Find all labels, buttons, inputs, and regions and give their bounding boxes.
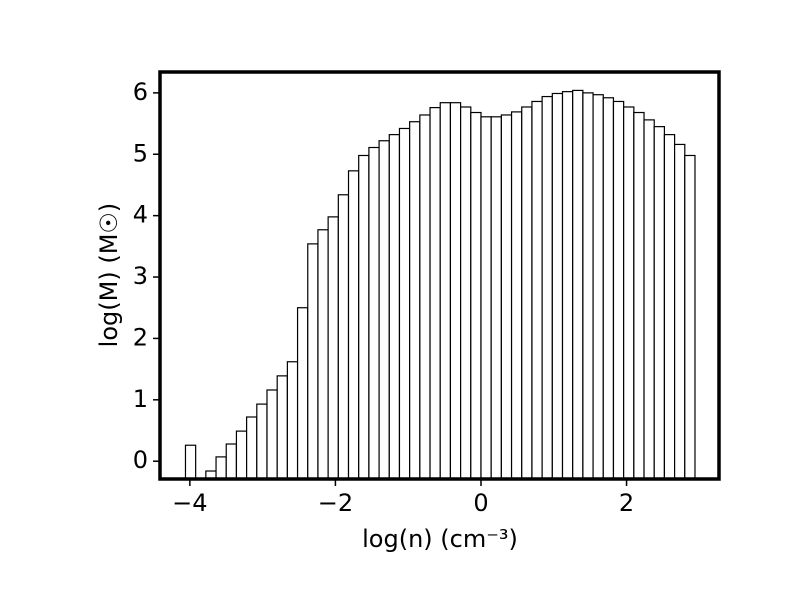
- bar: [490, 116, 502, 480]
- x-tick-label: −4: [172, 489, 207, 517]
- y-tick-label: 1: [133, 385, 148, 413]
- bar: [572, 89, 584, 480]
- bar: [215, 456, 227, 480]
- bar: [674, 143, 686, 480]
- bar: [684, 154, 696, 480]
- bar: [225, 443, 238, 480]
- bar: [633, 111, 645, 480]
- bar: [592, 94, 604, 480]
- bar: [368, 146, 380, 480]
- bar: [643, 119, 655, 480]
- y-tick-label: 4: [133, 201, 148, 229]
- bar: [256, 403, 268, 480]
- y-tick-label: 6: [133, 78, 148, 106]
- bar: [460, 106, 472, 480]
- x-tick-label: −2: [318, 489, 353, 517]
- y-tick-label: 5: [133, 139, 148, 167]
- bar: [439, 102, 452, 480]
- bar: [521, 106, 533, 480]
- bar: [541, 95, 553, 480]
- bar: [347, 170, 360, 480]
- x-tick-label: 2: [619, 489, 634, 517]
- bar: [561, 91, 574, 480]
- bar: [510, 111, 523, 480]
- bar: [602, 97, 615, 480]
- bar: [337, 194, 350, 480]
- bar: [184, 444, 197, 480]
- y-tick-label: 0: [133, 446, 148, 474]
- bar: [246, 416, 258, 480]
- y-tick-label: 3: [133, 262, 148, 290]
- y-axis-label: log(M) (M☉): [95, 203, 123, 348]
- bar: [663, 134, 676, 480]
- bar: [307, 243, 319, 480]
- bar: [449, 102, 462, 480]
- bar: [378, 140, 390, 480]
- bar: [235, 430, 248, 480]
- bar: [398, 127, 411, 480]
- bar: [358, 154, 370, 480]
- bar: [623, 106, 635, 480]
- x-tick-label: 0: [473, 489, 488, 517]
- x-axis-label: log(n) (cm⁻³): [362, 525, 518, 553]
- bar: [266, 389, 278, 480]
- bar: [296, 307, 309, 480]
- bar: [500, 114, 513, 480]
- bar: [480, 116, 492, 480]
- bar: [551, 92, 564, 480]
- axes-frame: [158, 70, 721, 481]
- bar: [612, 100, 625, 480]
- bar: [409, 121, 421, 480]
- bar: [653, 126, 666, 480]
- y-tick-label: 2: [133, 323, 148, 351]
- bar: [317, 229, 329, 480]
- bar: [531, 100, 543, 480]
- bar: [470, 111, 482, 480]
- bar: [429, 107, 441, 480]
- bar: [276, 375, 288, 480]
- bar: [582, 92, 594, 480]
- bar: [419, 114, 431, 480]
- bar: [286, 361, 299, 480]
- bar: [327, 216, 339, 480]
- bar: [388, 134, 401, 480]
